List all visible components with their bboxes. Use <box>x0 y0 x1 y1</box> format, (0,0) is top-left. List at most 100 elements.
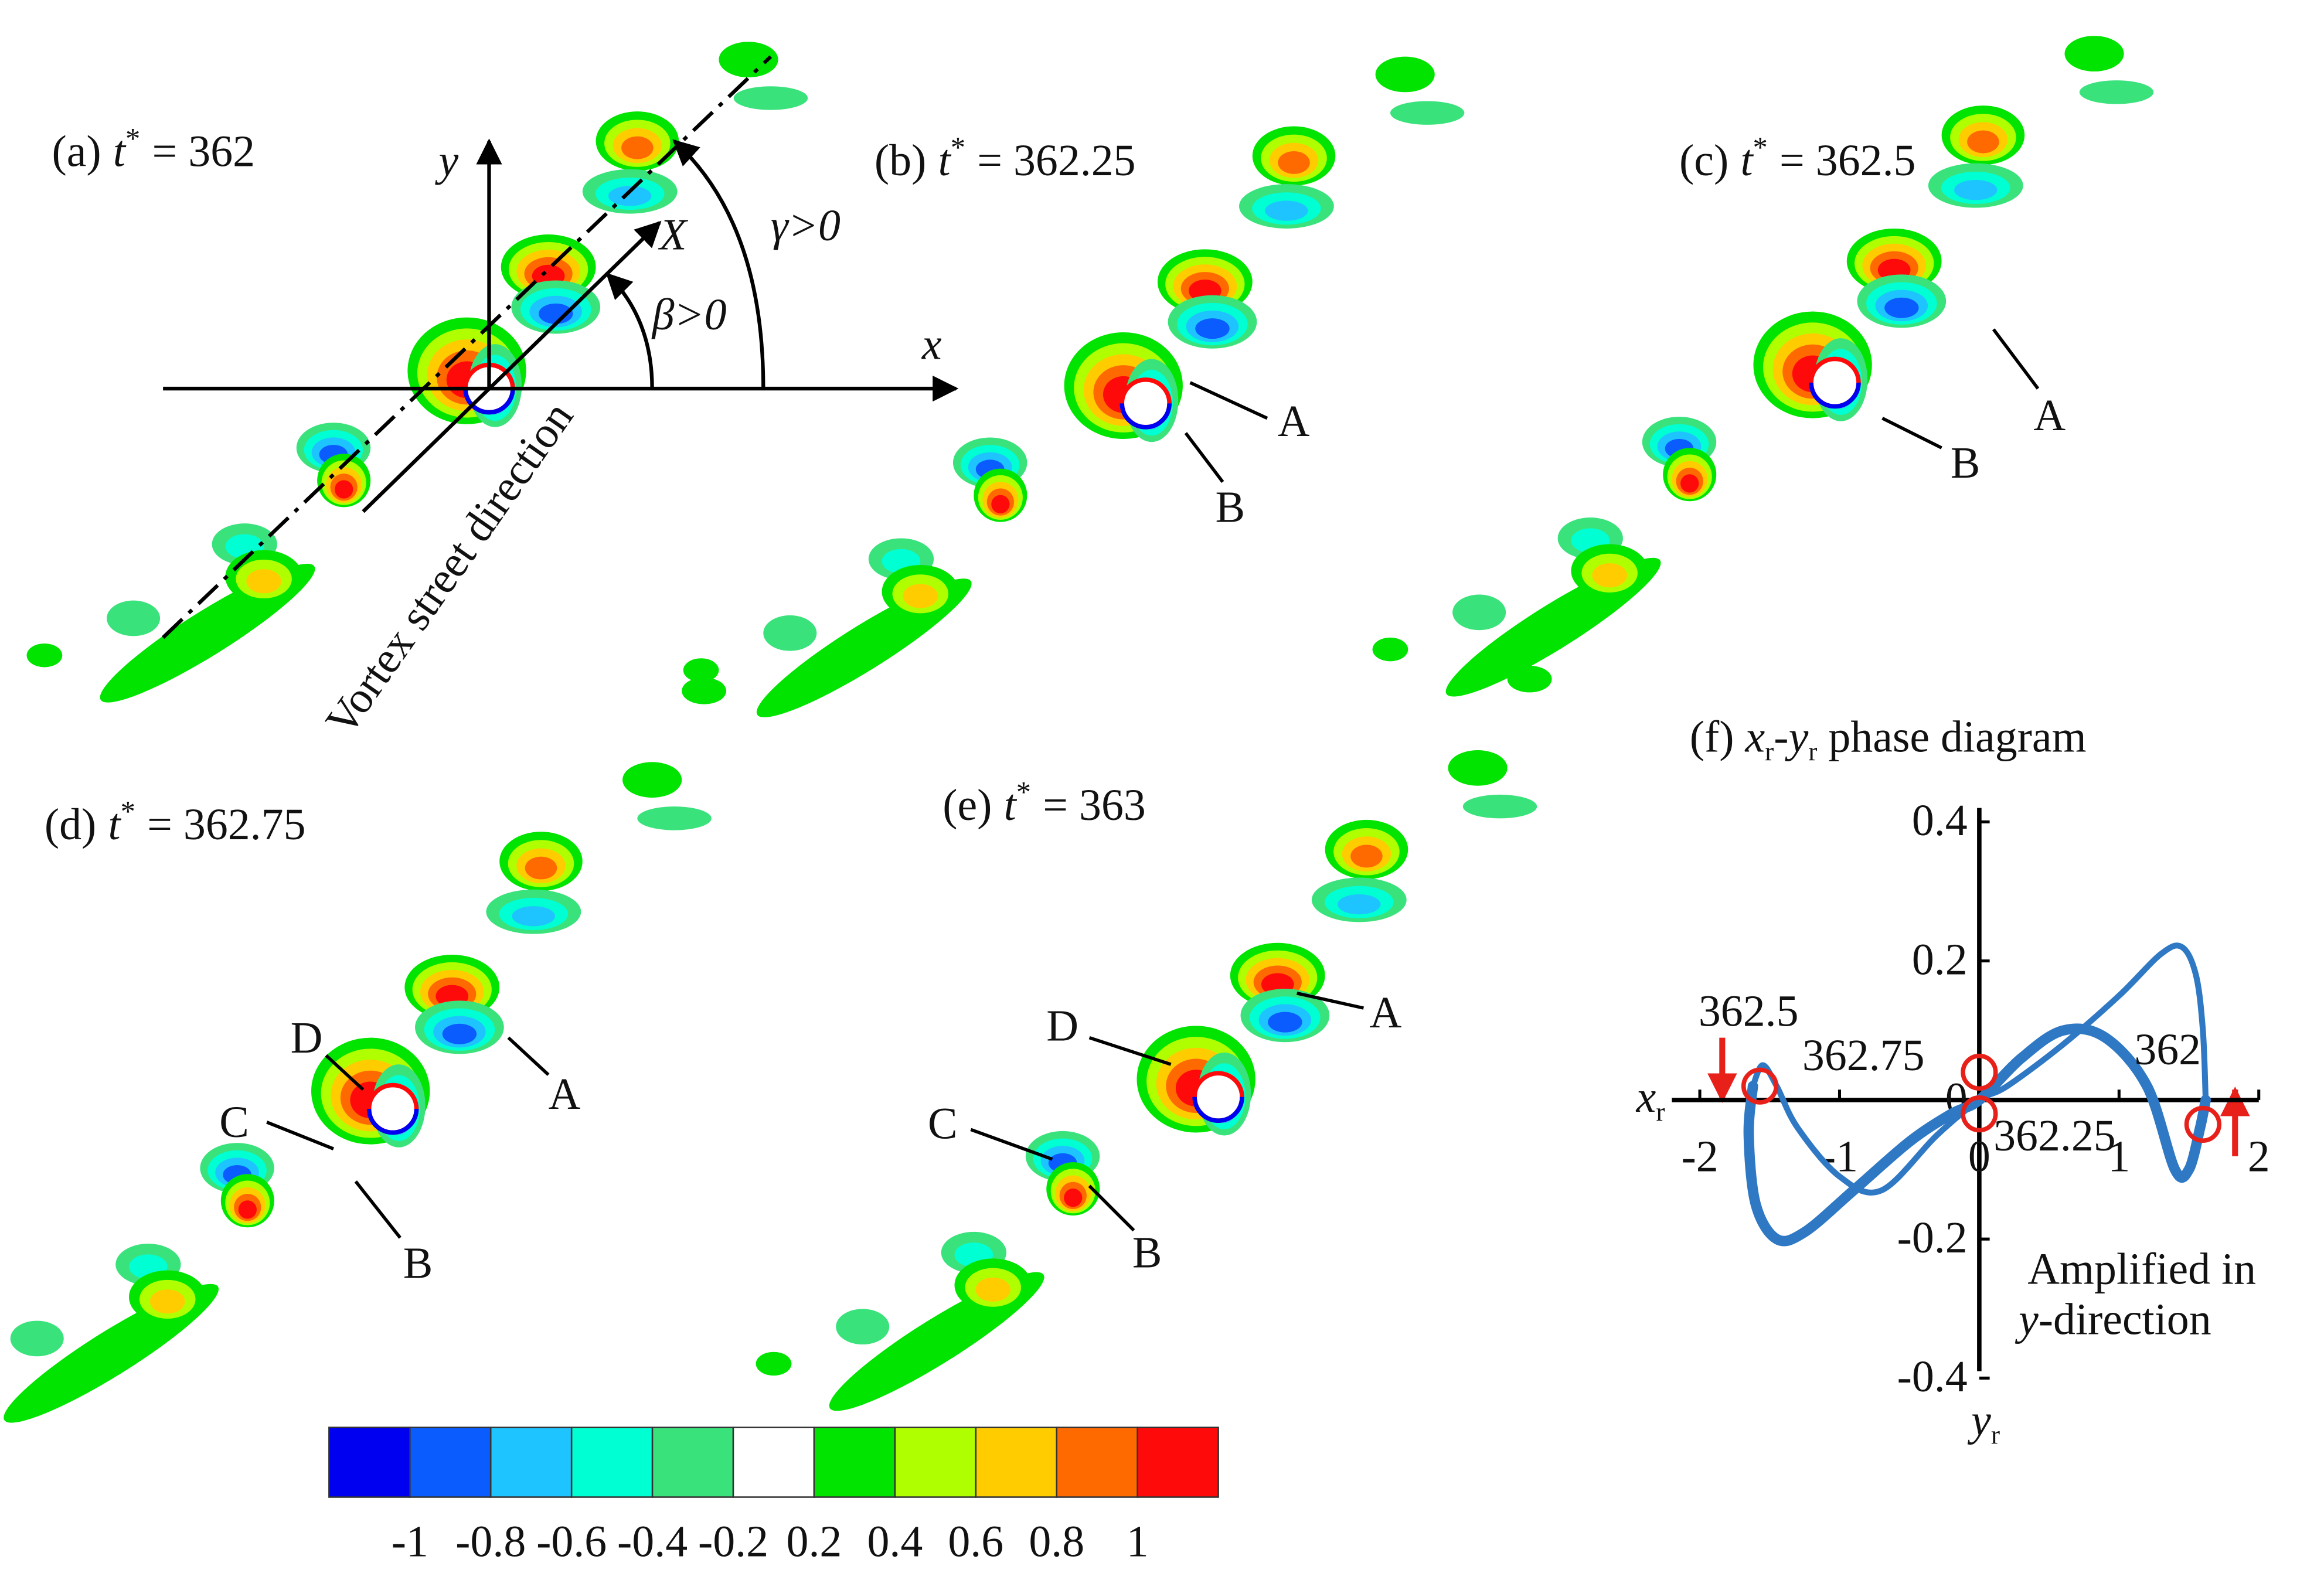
y-tick-label: -0.2 <box>1897 1213 1968 1262</box>
panel-label: (c) t* = 362.5 <box>1679 131 1915 185</box>
time-superscript: * <box>1753 131 1768 164</box>
vortex-contour <box>903 584 938 608</box>
angle-label: γ>0 <box>771 201 841 250</box>
panel-letter: (a) <box>52 127 101 176</box>
vortex-contour <box>756 1351 792 1376</box>
vortex-contour <box>525 856 557 880</box>
marker-label: 362.5 <box>1699 986 1799 1036</box>
colorbar-tick-label: -0.8 <box>455 1517 526 1567</box>
time-superscript: * <box>951 131 965 164</box>
colorbar-swatch <box>1137 1426 1219 1498</box>
vortex-contour <box>622 762 682 798</box>
colorbar-swatch <box>894 1426 977 1498</box>
leader <box>354 1180 401 1239</box>
cylinder-rim <box>1120 403 1172 430</box>
vortex-label: B <box>1951 438 1981 488</box>
leader <box>1088 1184 1135 1232</box>
x-tick-label: -2 <box>1681 1132 1718 1181</box>
vortex-contour <box>26 643 63 668</box>
vortex-contour <box>1954 180 1998 200</box>
marker-label: 362.25 <box>1993 1111 2116 1160</box>
text-part: - <box>1774 713 1788 762</box>
vortex-contour <box>1064 1189 1083 1207</box>
vortex-contour <box>1338 894 1381 915</box>
vortex-contour <box>1680 474 1699 493</box>
y-axis-label: yr <box>1967 1395 2000 1449</box>
panel-label: (a) t* = 362 <box>52 122 256 176</box>
vortex-contour <box>1350 845 1383 868</box>
beta-arc <box>605 273 654 389</box>
y-tick-label: 0.4 <box>1912 796 1968 845</box>
leader <box>266 1121 334 1150</box>
axis-label: y <box>434 136 458 185</box>
vortex-contour <box>1375 56 1435 93</box>
vortex-contour <box>1452 594 1506 631</box>
vortex-label: C <box>928 1099 958 1149</box>
vortex-label: B <box>1132 1228 1162 1278</box>
subscript: r <box>1991 1419 2000 1449</box>
note: Amplified in <box>2027 1244 2256 1293</box>
colorbar-tick-label: -0.6 <box>536 1517 607 1567</box>
vortex-label: D <box>291 1013 323 1063</box>
panel-label: (e) t* = 363 <box>942 776 1146 830</box>
x-tick-label: 2 <box>2248 1132 2270 1181</box>
colorbar-swatch <box>1056 1426 1138 1498</box>
subscript: r <box>1808 737 1817 767</box>
colorbar-swatch <box>489 1426 573 1498</box>
vortex-contour <box>1884 297 1919 318</box>
vortex-contour <box>149 1289 185 1314</box>
leader <box>1297 992 1365 1010</box>
colorbar-swatch <box>570 1426 654 1498</box>
text-part: y <box>1967 1395 1991 1445</box>
vortex-label: D <box>1046 1002 1078 1051</box>
vortex-contour <box>1967 130 1999 154</box>
time-symbol: t <box>108 800 122 849</box>
colorbar-tick-label: -0.2 <box>698 1517 768 1567</box>
gamma-arc <box>672 139 765 389</box>
vortex-contour <box>836 1309 890 1345</box>
vortex-label: A <box>1370 988 1402 1037</box>
phase-marker <box>1961 1053 1998 1091</box>
trajectory <box>1750 942 2209 1196</box>
vortex-contour <box>238 1200 257 1219</box>
colorbar-tick-label: 0.6 <box>948 1517 1003 1567</box>
time-value: = 362 <box>152 127 256 176</box>
vortex-contour <box>539 303 573 324</box>
text-part: (f) <box>1690 713 1745 762</box>
leader <box>507 1036 550 1076</box>
vortex-contour <box>683 658 719 682</box>
street-arrow <box>362 220 662 513</box>
text-part: x <box>1744 713 1765 762</box>
leader <box>1881 417 1942 450</box>
chart-title: (f) xr-yr phase diagram <box>1690 713 2087 767</box>
text-part: y <box>1785 713 1809 762</box>
leader <box>1189 381 1268 420</box>
vortex-contour <box>991 495 1010 513</box>
cylinder-rim <box>366 1108 419 1135</box>
vortex-contour <box>512 906 556 927</box>
vortex-contour <box>975 1277 1011 1302</box>
vortex-contour <box>335 480 353 499</box>
time-value: = 362.75 <box>147 800 305 849</box>
angle-label: β>0 <box>651 290 727 339</box>
leader <box>325 1054 365 1091</box>
time-superscript: * <box>121 795 135 828</box>
leader <box>1184 432 1224 484</box>
time-value: = 362.25 <box>977 136 1135 185</box>
x-axis-label: xr <box>1636 1072 1665 1126</box>
panel-a-axes <box>161 55 959 639</box>
panel-label: (d) t* = 362.75 <box>45 795 306 849</box>
vortex-label: A <box>549 1070 581 1119</box>
vortex-contour <box>246 569 281 594</box>
leader <box>1992 328 2040 390</box>
vortex-label: A <box>2033 391 2066 440</box>
phase-marker <box>1741 1067 1779 1105</box>
axis-label: x <box>921 319 942 369</box>
time-value: = 363 <box>1043 781 1146 830</box>
vortex-label: A <box>1278 397 1310 446</box>
y-tick-label: 0.2 <box>1912 935 1968 984</box>
vortex-contour <box>1448 750 1508 786</box>
x-tick-label: 0 <box>1968 1132 1990 1181</box>
colorbar-swatch <box>813 1426 896 1498</box>
